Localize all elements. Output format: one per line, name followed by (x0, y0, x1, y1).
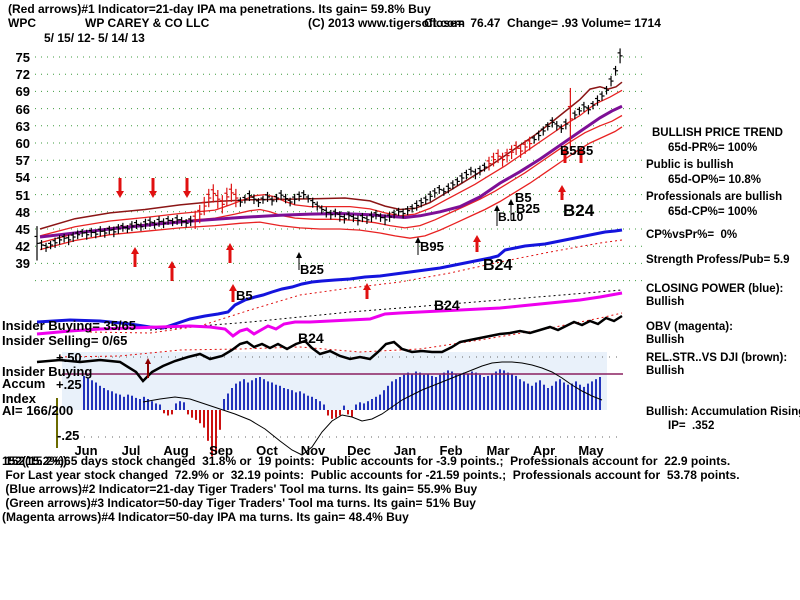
y-axis-label: 42 (15, 239, 30, 255)
minus-25-label: -.25 (57, 428, 80, 443)
ip-value: IP= .352 (668, 420, 715, 432)
cp-vs-pr: CP%vsPr%= 0% (646, 229, 738, 241)
chart-annotation: B25 (516, 201, 540, 216)
y-axis-label: 39 (15, 256, 30, 272)
quote-summary: Close= 76.47 Change= .93 Volume= 1714 (424, 16, 661, 30)
plus-25-label: +.25 (56, 377, 82, 392)
ticker-symbol: WPC (8, 16, 36, 30)
month-label: Dec (347, 443, 371, 458)
price-trend-title: BULLISH PRICE TREND (652, 127, 783, 139)
relstr-state: Bullish (646, 365, 685, 377)
y-axis-label: 60 (15, 135, 30, 151)
indicator3-line: (Green arrows)#3 Indicator=50-day Tiger … (2, 496, 476, 510)
y-axis-label: 66 (15, 101, 30, 117)
summary-line-year: For Last year stock changed 72.9% or 32.… (2, 468, 740, 482)
y-axis-label: 51 (15, 187, 30, 203)
chart-annotation: B25 (300, 262, 324, 277)
company-name: WP CAREY & CO LLC (85, 16, 210, 30)
chart-annotation: B24 (434, 297, 460, 313)
indicator2-line: (Blue arrows)#2 Indicator=21-day Tiger T… (2, 482, 478, 496)
month-label: Nov (300, 443, 326, 458)
month-label: May (578, 443, 604, 458)
op-value: 65d-OP%= 10.8% (668, 174, 762, 186)
month-label: Apr (532, 443, 556, 458)
public-sentiment: Public is bullish (646, 159, 734, 171)
ai-value: AI= 166/200 (2, 403, 74, 418)
chart-annotation: B5 (236, 288, 253, 303)
y-axis-label: 72 (15, 67, 30, 83)
month-label: Sep (209, 443, 233, 458)
chart-annotation: B24 (298, 330, 324, 346)
closing-power-label: CLOSING POWER (blue): (646, 283, 784, 295)
accum-label: Accum (2, 376, 46, 391)
month-label: Oct (256, 443, 278, 458)
plus-50-label: +.50 (56, 350, 82, 365)
cp-value: 65d-CP%= 100% (668, 206, 758, 218)
closing-power-state: Bullish (646, 296, 685, 308)
professional-sentiment: Professionals are bullish (646, 191, 783, 203)
chart-annotation: B24 (563, 201, 595, 220)
chart-annotation: B95 (420, 239, 444, 254)
month-label: Jul (121, 443, 141, 458)
month-label: Mar (486, 443, 510, 458)
pr-value: 65d-PR%= 100% (668, 142, 758, 154)
chart-annotation: B5B5 (560, 143, 594, 158)
index-label: Index (2, 391, 36, 406)
month-label: Jun (74, 443, 98, 458)
y-axis-label: 48 (15, 204, 30, 220)
summary-overlap-fragment: 152(15.2%) (5, 454, 68, 468)
month-label: Jan (393, 443, 417, 458)
relstr-label: REL.STR..VS DJI (brown): (646, 352, 788, 364)
month-label: Feb (439, 443, 463, 458)
y-axis-label: 57 (15, 153, 30, 169)
y-axis-label: 45 (15, 221, 30, 237)
obv-state: Bullish (646, 334, 685, 346)
chart-annotation: B5 (515, 190, 532, 205)
insider-buying-label: Insider Buying (2, 364, 93, 379)
insider-selling-count: Insider Selling= 0/65 (2, 333, 128, 348)
accumulation-state: Bullish: Accumulation Rising (646, 406, 800, 418)
month-label: Aug (163, 443, 189, 458)
y-axis-label: 69 (15, 84, 30, 100)
y-axis-label: 75 (15, 50, 30, 65)
obv-label: OBV (magenta): (646, 321, 733, 333)
copyright: (C) 2013 www.tigersoft.com (308, 16, 465, 30)
y-axis-label: 63 (15, 118, 30, 134)
strength-ratio: Strength Profess/Pub= 5.9 (646, 254, 790, 266)
indicator4-line: (Magenta arrows)#4 Indicator=50-day IPA … (2, 510, 409, 524)
summary-line-65day: 152(15.2%)65 days stock changed 31.8% or… (2, 454, 731, 468)
y-axis-label: 54 (15, 170, 30, 186)
indicator1-line: (Red arrows)#1 Indicator=21-day IPA ma p… (8, 2, 431, 16)
insider-buying-count: Insider Buying= 35/65 (2, 318, 137, 333)
chart-annotation: B.10 (498, 210, 524, 224)
chart-annotation: B24 (483, 257, 513, 274)
date-range: 5/ 15/ 12- 5/ 14/ 13 (44, 31, 145, 45)
